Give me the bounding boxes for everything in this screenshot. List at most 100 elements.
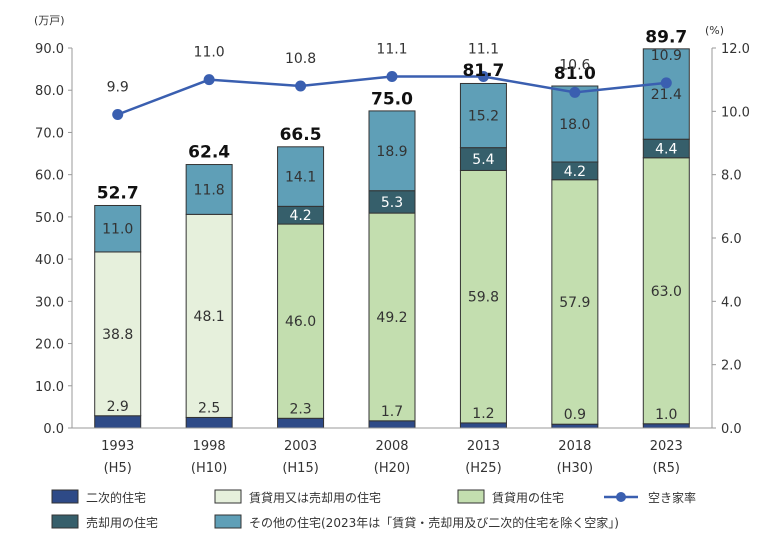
- x-tick-sublabel: (H5): [104, 461, 132, 476]
- bar-segment: [94, 204, 142, 253]
- y-tick-label: 60.0: [35, 169, 64, 184]
- bar-total-label: 81.0: [554, 64, 596, 84]
- legend-swatch: [457, 489, 485, 504]
- rate-point: [203, 74, 215, 86]
- bar-segment: [551, 423, 599, 429]
- bar-data-label: 18.9: [376, 144, 407, 160]
- bar-data-label: 46.0: [285, 314, 316, 330]
- legend-label: 二次的住宅: [86, 490, 146, 505]
- bar-data-label: 1.2: [472, 406, 494, 422]
- bar-data-label: 5.4: [472, 152, 494, 168]
- bar-data-label: 14.1: [285, 170, 316, 186]
- bar-data-label: 38.8: [102, 327, 133, 343]
- legend-swatch: [51, 514, 79, 529]
- x-tick-sublabel: (H10): [191, 461, 227, 476]
- rate-point: [569, 86, 581, 98]
- bar-data-label: 59.8: [468, 290, 499, 306]
- axes-layer: 0.0 10.0 20.0 30.0 40.0 50.0 60.0 70.0 80.0 90.0 0…: [34, 14, 750, 476]
- y-tick-label: 50.0: [35, 211, 64, 226]
- bar-data-label: 48.1: [194, 309, 225, 325]
- bar-data-label: 11.0: [102, 222, 133, 238]
- bar-data-label: 2.5: [198, 400, 220, 416]
- bar-segment: [551, 85, 599, 163]
- x-tick-label: 2003: [284, 439, 317, 454]
- x-tick-label: 2023: [650, 439, 683, 454]
- y-axis-unit: (万戸): [34, 14, 65, 27]
- x-tick-label: 1993: [101, 439, 134, 454]
- y-tick-label: 80.0: [35, 84, 64, 99]
- bar-data-label: 1.7: [381, 404, 403, 420]
- bar-segment: [459, 82, 507, 149]
- bar-segment: [368, 420, 416, 429]
- legend-label: 売却用の住宅: [86, 515, 158, 530]
- legend-label: 賃貸用の住宅: [492, 490, 564, 505]
- legend-swatch: [214, 514, 242, 529]
- bar-data-label: 2.3: [289, 401, 311, 417]
- bar-data-label: 63.0: [651, 284, 682, 300]
- rate-data-label: 10.8: [285, 51, 316, 67]
- legend-line-marker: [616, 492, 626, 502]
- bar-segment: [642, 48, 690, 140]
- y2-tick-label: 6.0: [721, 232, 742, 247]
- y2-tick-label: 0.0: [721, 422, 742, 437]
- rate-data-label: 10.9: [651, 48, 682, 64]
- rate-point: [660, 77, 672, 89]
- x-tick-sublabel: (R5): [653, 461, 680, 476]
- x-tick-sublabel: (H20): [374, 461, 410, 476]
- bar-total-label: 75.0: [371, 89, 413, 109]
- legend-label: 賃貸用又は売却用の住宅: [249, 490, 381, 505]
- bar-segment: [642, 423, 690, 429]
- bar-segment: [459, 169, 507, 424]
- bar-data-label: 21.4: [651, 87, 682, 103]
- rate-data-label: 9.9: [107, 80, 129, 96]
- bar-data-label: 4.2: [289, 208, 311, 224]
- bar-data-label: 11.8: [194, 182, 225, 198]
- legend-swatch: [214, 489, 242, 504]
- x-tick-sublabel: (H30): [557, 461, 593, 476]
- y2-tick-label: 8.0: [721, 169, 742, 184]
- y-tick-label: 30.0: [35, 295, 64, 310]
- y-tick-label: 10.0: [35, 380, 64, 395]
- bar-total-label: 81.7: [462, 61, 504, 81]
- bar-data-label: 57.9: [559, 295, 590, 311]
- bar-data-label: 4.4: [655, 141, 677, 157]
- bars-layer: [94, 48, 690, 429]
- y2-tick-label: 12.0: [721, 42, 750, 57]
- x-tick-label: 1998: [193, 439, 226, 454]
- bar-total-label: 62.4: [188, 143, 230, 163]
- x-tick-label: 2018: [558, 439, 591, 454]
- rate-point: [386, 71, 398, 82]
- bar-segment: [459, 422, 507, 429]
- rate-data-label: 10.6: [559, 57, 590, 73]
- rate-point: [295, 80, 307, 92]
- y-tick-label: 40.0: [35, 253, 64, 268]
- y2-axis-unit: (%): [705, 24, 724, 37]
- y-tick-label: 70.0: [35, 126, 64, 141]
- x-tick-label: 2013: [467, 439, 500, 454]
- rate-data-label: 11.0: [194, 45, 225, 61]
- bar-data-label: 2.9: [107, 399, 129, 415]
- bar-segment: [185, 213, 233, 418]
- bar-data-label: 0.9: [564, 407, 586, 423]
- bar-segment: [94, 415, 142, 429]
- rate-point: [477, 71, 489, 82]
- bar-segment: [277, 146, 325, 207]
- x-tick-sublabel: (H15): [282, 461, 318, 476]
- bar-segment: [277, 417, 325, 429]
- bar-segment: [368, 110, 416, 192]
- rate-point: [112, 109, 124, 120]
- y-tick-label: 90.0: [35, 42, 64, 57]
- rate-data-label: 11.1: [376, 42, 407, 58]
- bar-data-label: 15.2: [468, 109, 499, 125]
- legend-label: 空き家率: [648, 490, 696, 505]
- x-tick-sublabel: (H25): [465, 461, 501, 476]
- bar-segment: [277, 223, 325, 419]
- bar-total-label: 89.7: [645, 27, 687, 47]
- y2-tick-label: 2.0: [721, 359, 742, 374]
- line-layer: [112, 71, 672, 120]
- y2-tick-label: 4.0: [721, 295, 742, 310]
- y-tick-label: 20.0: [35, 338, 64, 353]
- bar-data-label: 5.3: [381, 195, 403, 211]
- y2-tick-label: 10.0: [721, 105, 750, 120]
- x-tick-label: 2008: [375, 439, 408, 454]
